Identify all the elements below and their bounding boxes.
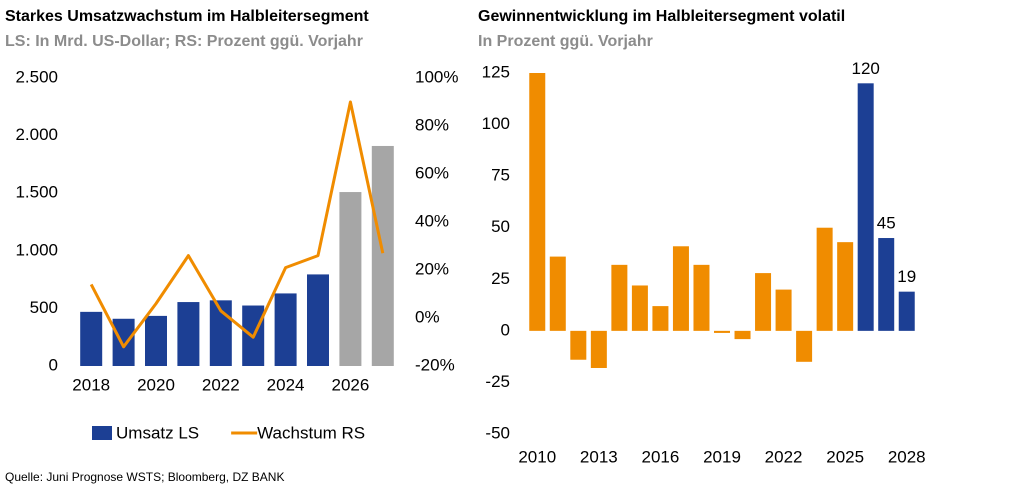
chart-subtitle: In Prozent ggü. Vorjahr	[478, 33, 653, 50]
y-tick-label: 50	[491, 217, 510, 236]
y2-tick-label: -20%	[415, 355, 455, 374]
y-tick-label: 2.000	[15, 125, 58, 144]
bar	[755, 273, 772, 331]
y2-tick-label: 0%	[415, 307, 440, 326]
y-tick-label: 125	[482, 62, 510, 81]
data-label: 45	[877, 214, 896, 233]
bar	[145, 315, 167, 366]
bar	[112, 318, 135, 366]
data-label: 120	[851, 59, 879, 78]
x-tick-label: 2028	[888, 447, 926, 466]
x-tick-label: 2019	[703, 447, 741, 466]
bar	[775, 289, 792, 331]
y2-tick-label: 60%	[415, 163, 449, 182]
y-tick-label: 75	[491, 166, 510, 185]
y2-tick-label: 80%	[415, 115, 449, 134]
y-tick-label: 1.500	[15, 183, 58, 202]
x-tick-label: 2018	[72, 375, 110, 394]
bar	[549, 256, 566, 331]
y-tick-label: -50	[485, 423, 510, 442]
bar	[878, 238, 895, 331]
line	[89, 100, 385, 349]
bar	[857, 83, 874, 331]
bar	[371, 145, 394, 366]
y-tick-label: 25	[491, 269, 510, 288]
source-note: Quelle: Juni Prognose WSTS; Bloomberg, D…	[5, 470, 284, 484]
bar	[570, 330, 587, 360]
y-tick-label: -25	[485, 372, 510, 391]
bar	[80, 311, 103, 366]
legend-label: Umsatz LS	[116, 423, 199, 442]
bar	[611, 264, 628, 331]
y-tick-label: 100	[482, 114, 510, 133]
chart-title: Gewinnentwicklung im Halbleitersegment v…	[478, 8, 845, 25]
bar	[672, 246, 689, 331]
x-tick-label: 2024	[267, 375, 305, 394]
bar	[590, 330, 607, 368]
legend-label: Wachstum RS	[257, 423, 365, 442]
bar	[177, 302, 200, 366]
bar	[816, 227, 833, 331]
bar	[693, 264, 710, 331]
chart-subtitle: LS: In Mrd. US-Dollar; RS: Prozent ggü. …	[5, 33, 363, 50]
y-tick-label: 0	[49, 355, 58, 374]
bar	[307, 274, 329, 366]
bar	[529, 73, 546, 331]
x-tick-label: 2022	[765, 447, 803, 466]
x-tick-label: 2016	[642, 447, 680, 466]
bar	[898, 291, 915, 331]
bar	[734, 330, 751, 340]
x-tick-label: 2013	[580, 447, 618, 466]
y2-tick-label: 40%	[415, 211, 449, 230]
x-tick-label: 2010	[518, 447, 556, 466]
chart-title: Starkes Umsatzwachstum im Halbleitersegm…	[5, 8, 369, 25]
x-tick-label: 2026	[331, 375, 369, 394]
y-tick-label: 0	[501, 320, 510, 339]
y2-tick-label: 20%	[415, 259, 449, 278]
legend-swatch	[92, 426, 112, 440]
y-tick-label: 2.500	[15, 67, 58, 86]
y-tick-label: 500	[30, 298, 58, 317]
bar	[837, 242, 854, 331]
bar	[714, 330, 730, 333]
bar	[796, 330, 813, 362]
bar	[339, 192, 362, 366]
bar	[652, 306, 669, 331]
y-tick-label: 1.000	[15, 240, 58, 259]
bar	[631, 285, 648, 331]
x-tick-label: 2022	[202, 375, 240, 394]
y2-tick-label: 100%	[415, 67, 458, 86]
data-label: 19	[897, 267, 916, 286]
x-tick-label: 2025	[826, 447, 864, 466]
x-tick-label: 2020	[137, 375, 175, 394]
bar	[274, 293, 297, 366]
